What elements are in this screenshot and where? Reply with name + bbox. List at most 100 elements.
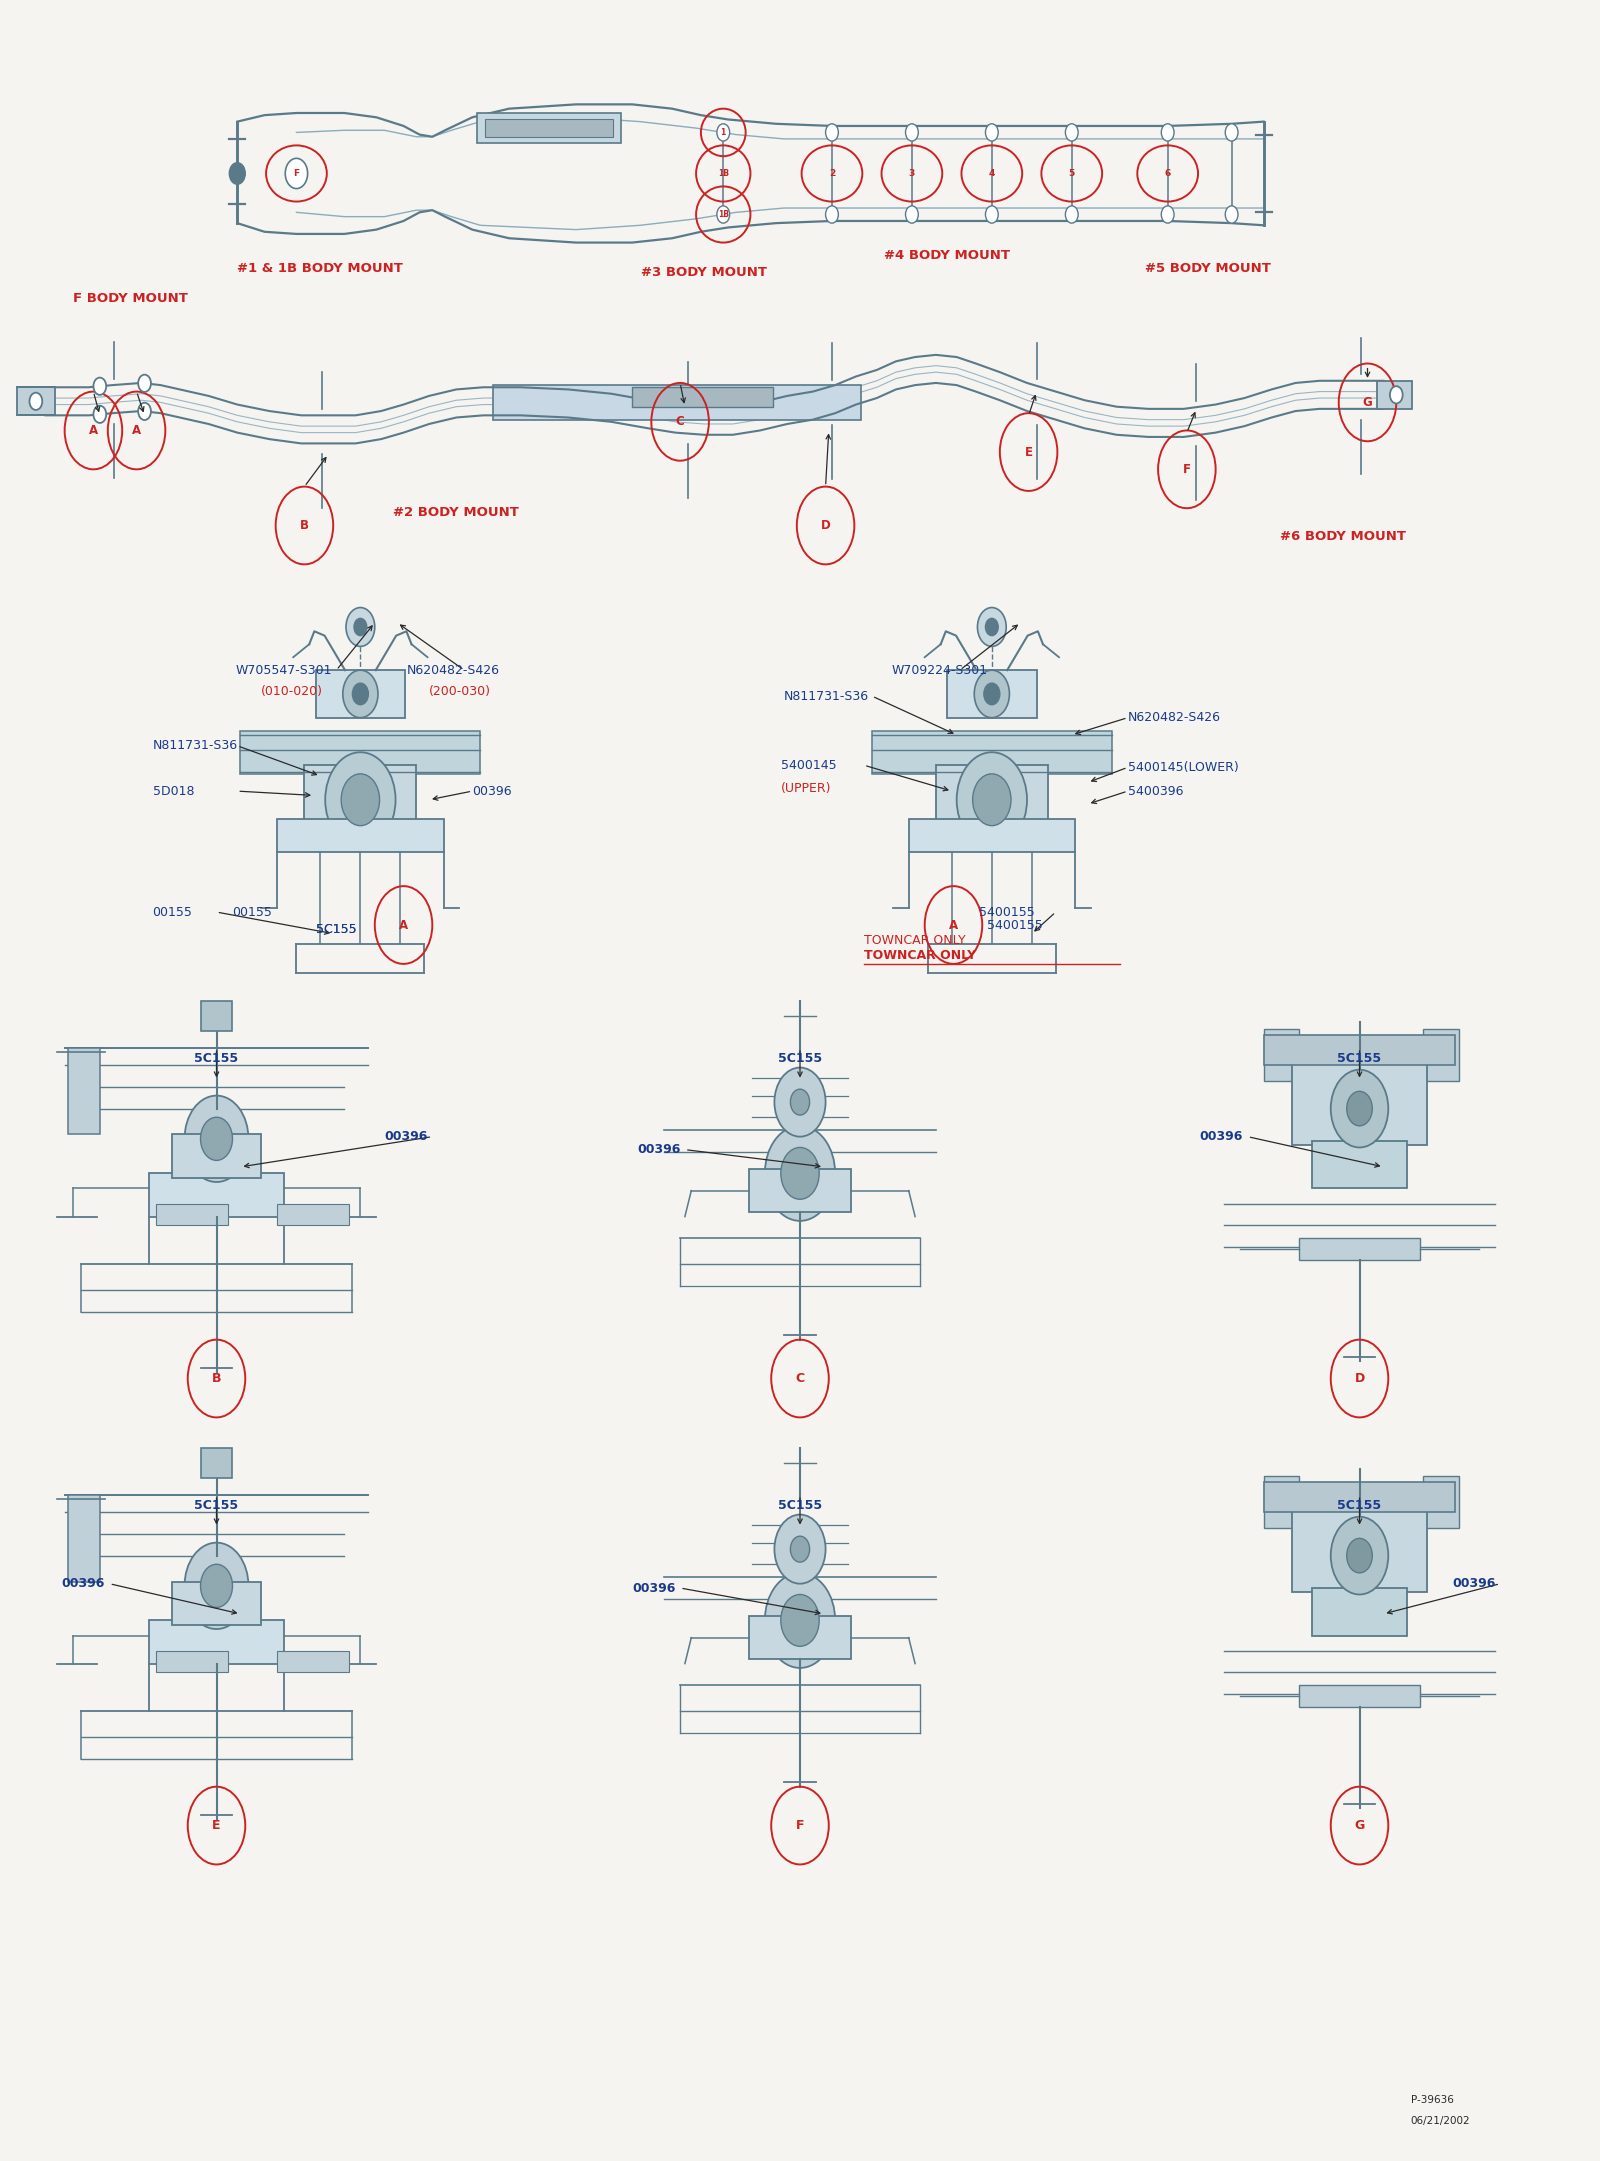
Text: 5C155: 5C155: [778, 1052, 822, 1065]
Bar: [200, 1001, 232, 1031]
Text: 5C155: 5C155: [317, 923, 357, 936]
Text: P-39636: P-39636: [1411, 2094, 1453, 2105]
Bar: [1312, 1588, 1408, 1636]
Bar: [1264, 1035, 1456, 1065]
Bar: [936, 765, 1048, 826]
Text: 6: 6: [1165, 169, 1171, 177]
Text: 2: 2: [829, 169, 835, 177]
Text: 00396: 00396: [384, 1130, 427, 1143]
Circle shape: [1162, 123, 1174, 140]
Bar: [155, 1651, 227, 1673]
Text: 5C155: 5C155: [195, 1052, 238, 1065]
Text: C: C: [795, 1372, 805, 1385]
Circle shape: [717, 123, 730, 140]
Circle shape: [986, 618, 998, 635]
Text: #1 & 1B BODY MOUNT: #1 & 1B BODY MOUNT: [237, 261, 403, 274]
Circle shape: [1226, 205, 1238, 223]
Circle shape: [986, 205, 998, 223]
Text: 00396: 00396: [472, 784, 512, 797]
Circle shape: [973, 774, 1011, 826]
Text: 00396: 00396: [632, 1582, 675, 1595]
Text: B: B: [299, 519, 309, 532]
Bar: [947, 670, 1037, 717]
Circle shape: [1226, 123, 1238, 140]
Text: F: F: [293, 169, 299, 177]
Circle shape: [184, 1096, 248, 1182]
Circle shape: [200, 1117, 232, 1160]
Text: TOWNCAR ONLY: TOWNCAR ONLY: [864, 934, 965, 947]
Circle shape: [93, 378, 106, 395]
Text: W709224-S301: W709224-S301: [891, 663, 987, 676]
Bar: [872, 730, 1112, 774]
Bar: [200, 1448, 232, 1478]
Bar: [171, 1135, 261, 1178]
Bar: [1424, 1476, 1459, 1528]
Text: 5C155: 5C155: [317, 923, 357, 936]
Circle shape: [781, 1147, 819, 1199]
Text: #6 BODY MOUNT: #6 BODY MOUNT: [1280, 529, 1405, 542]
Text: 4: 4: [989, 169, 995, 177]
Circle shape: [341, 774, 379, 826]
Bar: [632, 387, 773, 406]
Bar: [240, 730, 480, 774]
Text: N811731-S36: N811731-S36: [152, 739, 238, 752]
Circle shape: [765, 1573, 835, 1668]
Text: (010-020): (010-020): [261, 685, 323, 698]
Text: 00155: 00155: [232, 905, 272, 918]
Text: 5400155: 5400155: [979, 905, 1035, 918]
Bar: [277, 1204, 349, 1225]
Circle shape: [906, 205, 918, 223]
Circle shape: [352, 683, 368, 704]
Bar: [1378, 380, 1413, 408]
Bar: [1299, 1238, 1421, 1260]
Circle shape: [984, 683, 1000, 704]
Circle shape: [1390, 387, 1403, 404]
Text: 5C155: 5C155: [1338, 1052, 1381, 1065]
Circle shape: [354, 618, 366, 635]
Text: D: D: [821, 519, 830, 532]
Circle shape: [974, 670, 1010, 717]
Text: W705547-S301: W705547-S301: [235, 663, 333, 676]
Text: #4 BODY MOUNT: #4 BODY MOUNT: [885, 249, 1010, 261]
Bar: [1293, 1506, 1427, 1593]
Bar: [304, 765, 416, 826]
Circle shape: [285, 158, 307, 188]
Circle shape: [978, 607, 1006, 646]
Text: 00396: 00396: [61, 1578, 106, 1590]
Circle shape: [1331, 1517, 1389, 1595]
Bar: [1293, 1059, 1427, 1145]
Circle shape: [906, 123, 918, 140]
Bar: [1264, 1482, 1456, 1513]
Text: 5C155: 5C155: [778, 1500, 822, 1513]
Bar: [1312, 1141, 1408, 1189]
Text: N620482-S426: N620482-S426: [406, 663, 499, 676]
Text: A: A: [398, 918, 408, 931]
Text: E: E: [213, 1820, 221, 1833]
Text: 00396: 00396: [637, 1143, 680, 1156]
Bar: [477, 112, 621, 143]
Circle shape: [229, 162, 245, 184]
Bar: [277, 819, 443, 851]
Bar: [149, 1173, 283, 1217]
Bar: [749, 1169, 851, 1212]
Bar: [67, 1495, 99, 1582]
Circle shape: [1162, 205, 1174, 223]
Text: E: E: [1024, 445, 1032, 458]
Text: 1: 1: [720, 127, 726, 136]
Bar: [493, 385, 861, 419]
Text: A: A: [133, 424, 141, 437]
Circle shape: [346, 607, 374, 646]
Circle shape: [1347, 1539, 1373, 1573]
Circle shape: [138, 402, 150, 419]
Text: 1B: 1B: [718, 210, 728, 218]
Bar: [171, 1582, 261, 1625]
Text: 00396: 00396: [1453, 1578, 1496, 1590]
Text: N620482-S426: N620482-S426: [1128, 711, 1221, 724]
Text: 5400145(LOWER): 5400145(LOWER): [1128, 761, 1238, 774]
Circle shape: [1066, 123, 1078, 140]
Bar: [749, 1616, 851, 1660]
Text: G: G: [1354, 1820, 1365, 1833]
Text: 5400145: 5400145: [781, 759, 837, 771]
Bar: [1299, 1686, 1421, 1707]
Text: #5 BODY MOUNT: #5 BODY MOUNT: [1144, 261, 1270, 274]
